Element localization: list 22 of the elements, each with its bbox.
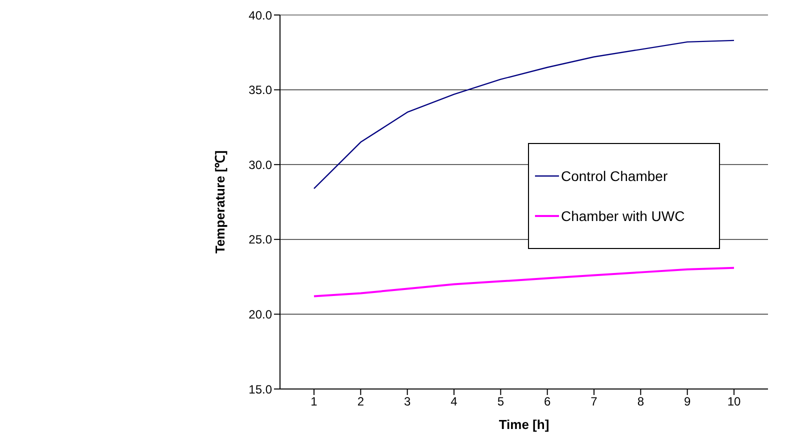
x-tick-label: 4: [450, 394, 458, 409]
line-series: [313, 266, 735, 298]
y-tick-label: 30.0: [248, 158, 272, 172]
y-tick-label: 25.0: [248, 232, 272, 247]
line-series: [313, 40, 735, 190]
y-tick-label: 40.0: [248, 8, 272, 22]
x-axis-title: Time [h]: [498, 417, 550, 432]
y-tick-label: 35.0: [248, 83, 272, 98]
x-tick-label: 8: [637, 394, 644, 409]
y-axis-title: Temperature [℃]: [212, 150, 228, 254]
y-tick-label: 15.0: [248, 382, 272, 396]
x-tick-label: 10: [727, 394, 741, 409]
x-tick-label: 3: [404, 394, 411, 409]
x-tick-label: 5: [497, 394, 504, 409]
x-tick-label: 1: [310, 394, 318, 409]
y-tick-label: 20.0: [248, 307, 272, 322]
legend-label: Control Chamber: [561, 168, 668, 184]
x-tick-label: 7: [590, 394, 598, 409]
legend-label: Chamber with UWC: [561, 208, 685, 224]
x-tick-label: 2: [357, 394, 364, 409]
x-tick-label: 9: [684, 394, 691, 409]
x-tick-label: 6: [544, 394, 551, 409]
